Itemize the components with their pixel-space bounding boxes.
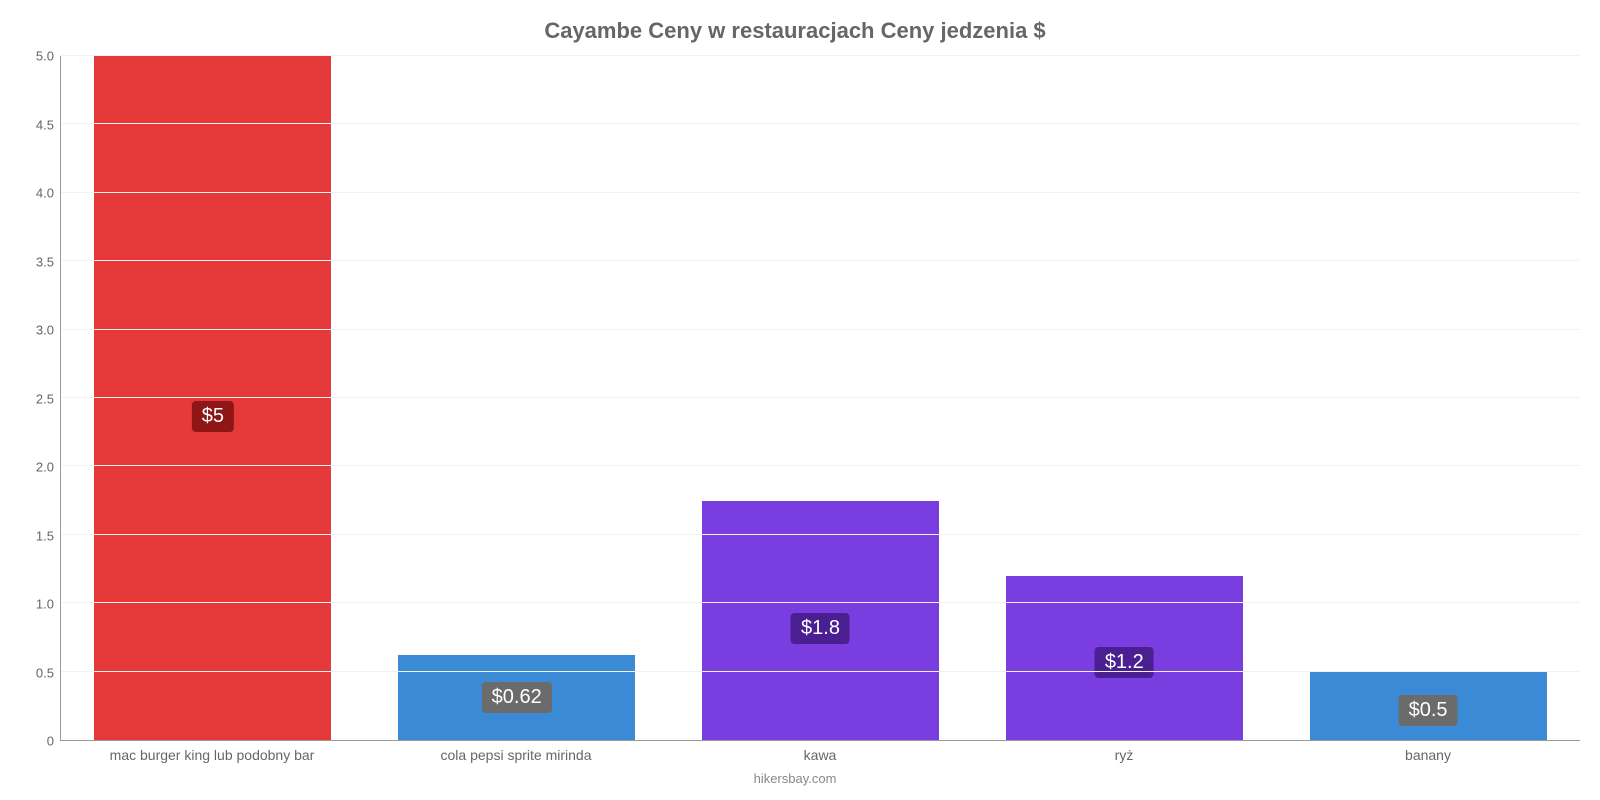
y-tick-label: 2.0 xyxy=(36,460,54,475)
x-tick-label: cola pepsi sprite mirinda xyxy=(364,741,668,763)
y-axis: 00.51.01.52.02.53.03.54.04.55.0 xyxy=(10,56,60,741)
y-tick-label: 5.0 xyxy=(36,49,54,64)
y-tick-label: 3.5 xyxy=(36,254,54,269)
price-bar-chart: Cayambe Ceny w restauracjach Ceny jedzen… xyxy=(0,0,1600,800)
y-tick-label: 2.5 xyxy=(36,391,54,406)
y-tick-label: 1.5 xyxy=(36,528,54,543)
gridline xyxy=(61,123,1580,124)
bar-value-badge: $0.5 xyxy=(1399,695,1458,726)
bar-value-badge: $0.62 xyxy=(482,682,552,713)
bar-value-badge: $1.8 xyxy=(791,613,850,644)
y-tick-label: 4.5 xyxy=(36,117,54,132)
bar-value-badge: $5 xyxy=(192,401,234,432)
x-axis: mac burger king lub podobny barcola peps… xyxy=(10,741,1580,763)
gridline xyxy=(61,602,1580,603)
chart-footer: hikersbay.com xyxy=(10,763,1580,790)
gridline xyxy=(61,55,1580,56)
y-tick-label: 1.0 xyxy=(36,597,54,612)
gridline xyxy=(61,534,1580,535)
gridline xyxy=(61,192,1580,193)
x-tick-label: banany xyxy=(1276,741,1580,763)
bar-slot: $0.62 xyxy=(365,56,669,740)
gridline xyxy=(61,260,1580,261)
plot-row: 00.51.01.52.02.53.03.54.04.55.0 $5$0.62$… xyxy=(10,56,1580,741)
y-tick-label: 3.0 xyxy=(36,323,54,338)
y-tick-label: 0 xyxy=(47,734,54,749)
chart-title: Cayambe Ceny w restauracjach Ceny jedzen… xyxy=(10,18,1580,44)
bar-slot: $1.8 xyxy=(669,56,973,740)
bars-container: $5 $0.62 $1.8 $1.2 $0.5 xyxy=(61,56,1580,740)
bar xyxy=(94,56,331,740)
bar-value-badge: $1.2 xyxy=(1095,647,1154,678)
x-tick-label: kawa xyxy=(668,741,972,763)
gridline xyxy=(61,397,1580,398)
gridline xyxy=(61,465,1580,466)
gridline xyxy=(61,671,1580,672)
bar-slot: $0.5 xyxy=(1276,56,1580,740)
gridline xyxy=(61,329,1580,330)
x-tick-label: mac burger king lub podobny bar xyxy=(60,741,364,763)
plot-area: $5 $0.62 $1.8 $1.2 $0.5 xyxy=(60,56,1580,741)
y-tick-label: 4.0 xyxy=(36,186,54,201)
bar-slot: $1.2 xyxy=(972,56,1276,740)
y-tick-label: 0.5 xyxy=(36,665,54,680)
bar-slot: $5 xyxy=(61,56,365,740)
x-tick-label: ryż xyxy=(972,741,1276,763)
